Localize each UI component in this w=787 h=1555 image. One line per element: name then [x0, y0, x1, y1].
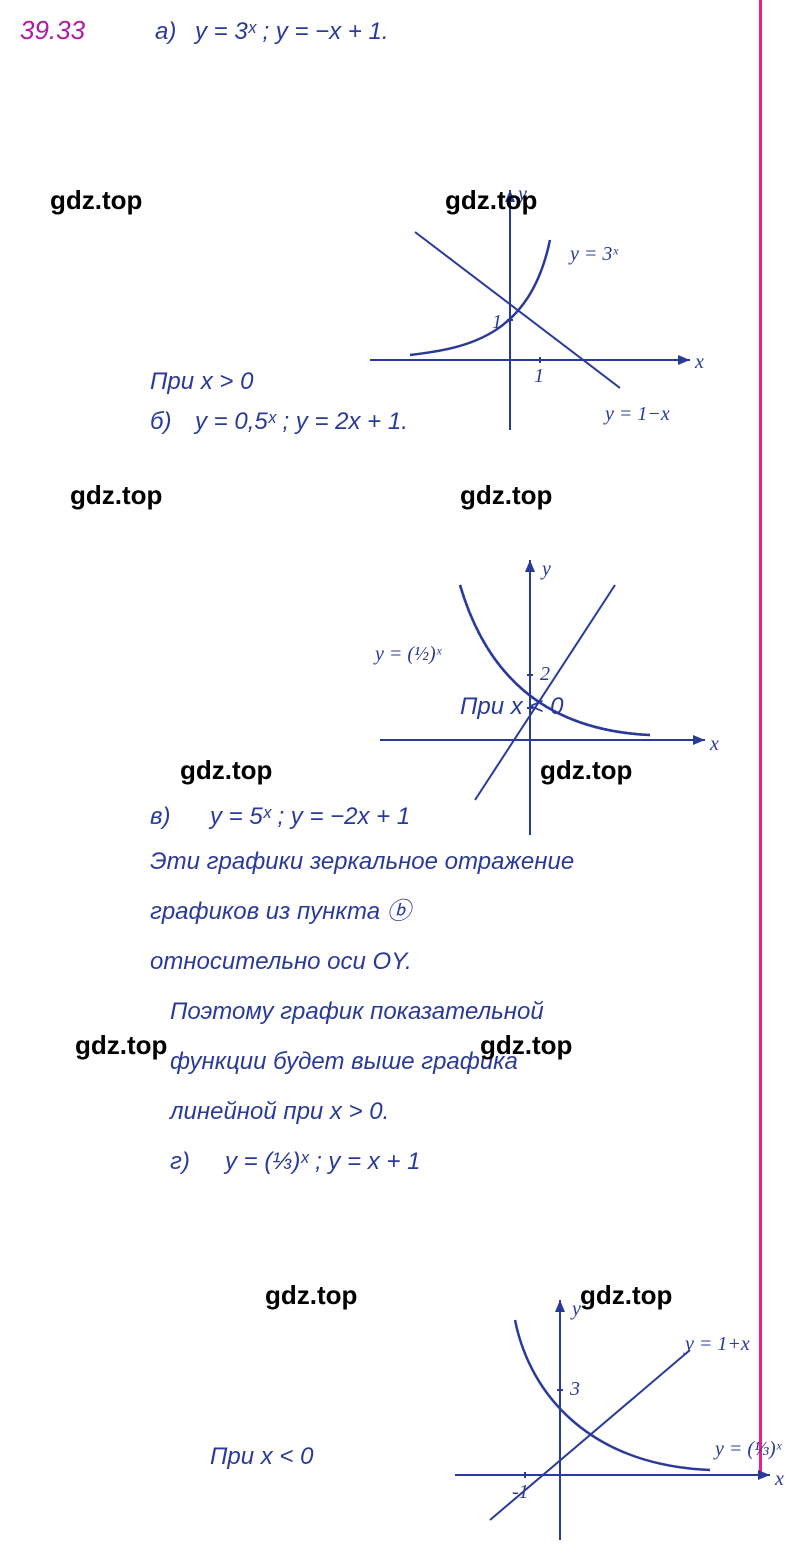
- part-c-text4: Поэтому график показательной: [170, 995, 760, 1029]
- part-d-equations: y = (⅓)ˣ ; y = x + 1: [225, 1145, 420, 1179]
- part-a-conclusion: При x > 0: [150, 365, 253, 399]
- watermark: gdz.top: [70, 480, 162, 511]
- part-d-conclusion: При x < 0: [210, 1440, 313, 1474]
- watermark: gdz.top: [580, 1280, 672, 1311]
- part-c-text2: графиков из пункта ⓑ: [150, 895, 740, 929]
- part-c-text6: линейной при x > 0.: [170, 1095, 760, 1129]
- part-c-text1: Эти графики зеркальное отражение: [150, 845, 740, 879]
- watermark: gdz.top: [50, 185, 142, 216]
- svg-text:y = 3ˣ: y = 3ˣ: [568, 243, 619, 265]
- graph-d: x y 3 -1 y = 1+x y = (⅓)ˣ: [440, 1290, 780, 1555]
- watermark: gdz.top: [75, 1030, 167, 1061]
- svg-text:y = 1+x: y = 1+x: [683, 1333, 750, 1355]
- svg-text:x: x: [694, 351, 704, 373]
- svg-text:y = 1−x: y = 1−x: [603, 403, 670, 425]
- part-c-text5: функции будет выше графика: [170, 1045, 760, 1079]
- part-b-conclusion: При x < 0: [460, 690, 563, 724]
- margin-line: [759, 0, 762, 1473]
- part-d-label: г): [170, 1145, 190, 1179]
- watermark: gdz.top: [540, 755, 632, 786]
- watermark: gdz.top: [480, 1030, 572, 1061]
- part-b-equations: y = 0,5ˣ ; y = 2x + 1.: [195, 405, 408, 439]
- svg-text:1: 1: [534, 365, 544, 387]
- watermark: gdz.top: [265, 1280, 357, 1311]
- watermark: gdz.top: [460, 480, 552, 511]
- part-a-equations: y = 3ˣ ; y = −x + 1.: [195, 15, 389, 49]
- svg-text:2: 2: [540, 663, 550, 685]
- problem-number: 39.33: [20, 15, 85, 46]
- svg-text:3: 3: [569, 1378, 580, 1400]
- svg-text:y = (½)ˣ: y = (½)ˣ: [373, 643, 443, 665]
- svg-text:x: x: [774, 1468, 784, 1490]
- svg-text:y: y: [540, 558, 551, 580]
- watermark: gdz.top: [445, 185, 537, 216]
- watermark: gdz.top: [180, 755, 272, 786]
- part-c-label: в): [150, 800, 171, 834]
- part-c-text3: относительно оси OY.: [150, 945, 740, 979]
- part-b-label: б): [150, 405, 172, 439]
- part-c-equations: y = 5ˣ ; y = −2x + 1: [210, 800, 410, 834]
- svg-text:y = (⅓)ˣ: y = (⅓)ˣ: [713, 1438, 783, 1460]
- svg-text:x: x: [709, 733, 719, 755]
- part-a-label: а): [155, 15, 176, 49]
